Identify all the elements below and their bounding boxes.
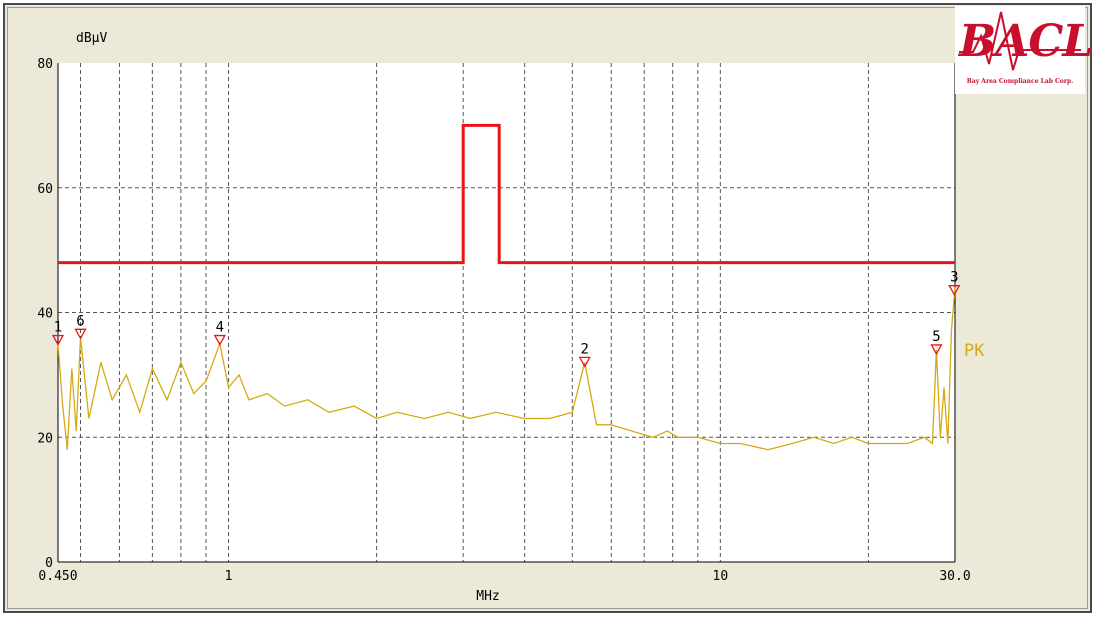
marker-triangle-icon	[578, 356, 591, 368]
marker-label: 2	[581, 341, 589, 357]
y-tick-label: 20	[37, 431, 53, 446]
marker-label: 4	[216, 320, 224, 336]
y-tick-label: 80	[37, 57, 53, 72]
x-tick-label: 10	[713, 569, 729, 584]
x-axis-label: MHz	[476, 589, 499, 604]
legend-pk-label: PK	[964, 341, 985, 361]
chart-markers: 1 6 4 2 5 3	[51, 270, 961, 368]
logo-zigzag-icon	[959, 11, 1081, 71]
marker-triangle-icon	[213, 334, 226, 346]
x-tick-label: 0.450	[38, 569, 77, 584]
chart-grid	[58, 63, 955, 562]
limit-line	[58, 123, 955, 265]
logo-wordmark: BACL	[959, 16, 1093, 67]
marker-triangle-icon	[74, 328, 87, 340]
y-tick-label: 60	[37, 182, 53, 197]
chart-axes: 0 20 40 60 80 0.450 1 10 30.0	[37, 57, 970, 584]
y-tick-label: 0	[45, 556, 53, 571]
y-axis-label: dBμV	[76, 31, 107, 46]
marker-triangle-icon	[948, 285, 961, 297]
x-tick-label: 30.0	[939, 569, 970, 584]
marker-label: 1	[54, 320, 62, 336]
chart-window-inner-border	[7, 7, 1088, 609]
logo-tagline: Bay Area Compliance Lab Corp.	[966, 78, 1074, 85]
marker-triangle-icon	[51, 334, 65, 346]
chart-series	[57, 123, 956, 451]
marker-label: 6	[76, 313, 84, 329]
marker-triangle-icon	[930, 344, 943, 356]
y-tick-label: 40	[37, 307, 53, 322]
pk-trace-line	[57, 287, 956, 451]
bacl-logo: BACL Bay Area Compliance Lab Corp.	[955, 6, 1093, 94]
x-tick-label: 1	[225, 569, 233, 584]
marker-label: 5	[932, 329, 940, 345]
marker-label: 3	[950, 270, 958, 286]
